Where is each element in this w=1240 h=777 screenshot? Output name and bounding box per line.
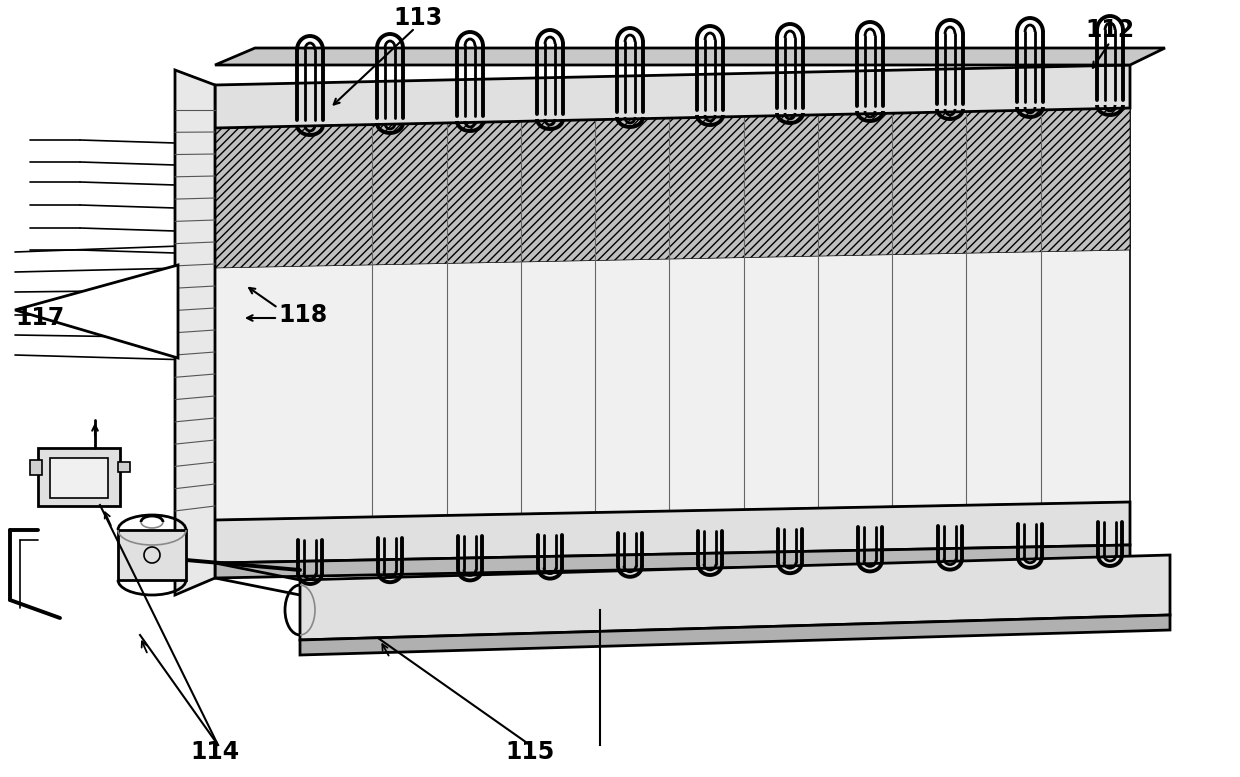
Polygon shape (175, 70, 215, 595)
Text: 115: 115 (506, 740, 554, 764)
Polygon shape (215, 502, 1130, 563)
Polygon shape (300, 555, 1171, 640)
Polygon shape (118, 530, 186, 580)
Polygon shape (50, 458, 108, 498)
Polygon shape (118, 462, 130, 472)
Polygon shape (30, 460, 42, 475)
Text: 112: 112 (1085, 18, 1135, 42)
Text: 113: 113 (393, 6, 443, 30)
Polygon shape (215, 108, 1130, 520)
Text: 114: 114 (191, 740, 239, 764)
Polygon shape (38, 448, 120, 506)
Polygon shape (300, 615, 1171, 655)
Polygon shape (215, 545, 1130, 578)
Polygon shape (215, 108, 1130, 268)
Text: 117: 117 (15, 306, 64, 330)
Polygon shape (15, 265, 179, 358)
Polygon shape (215, 65, 1130, 128)
Text: 118: 118 (278, 303, 327, 327)
Polygon shape (215, 48, 1166, 65)
